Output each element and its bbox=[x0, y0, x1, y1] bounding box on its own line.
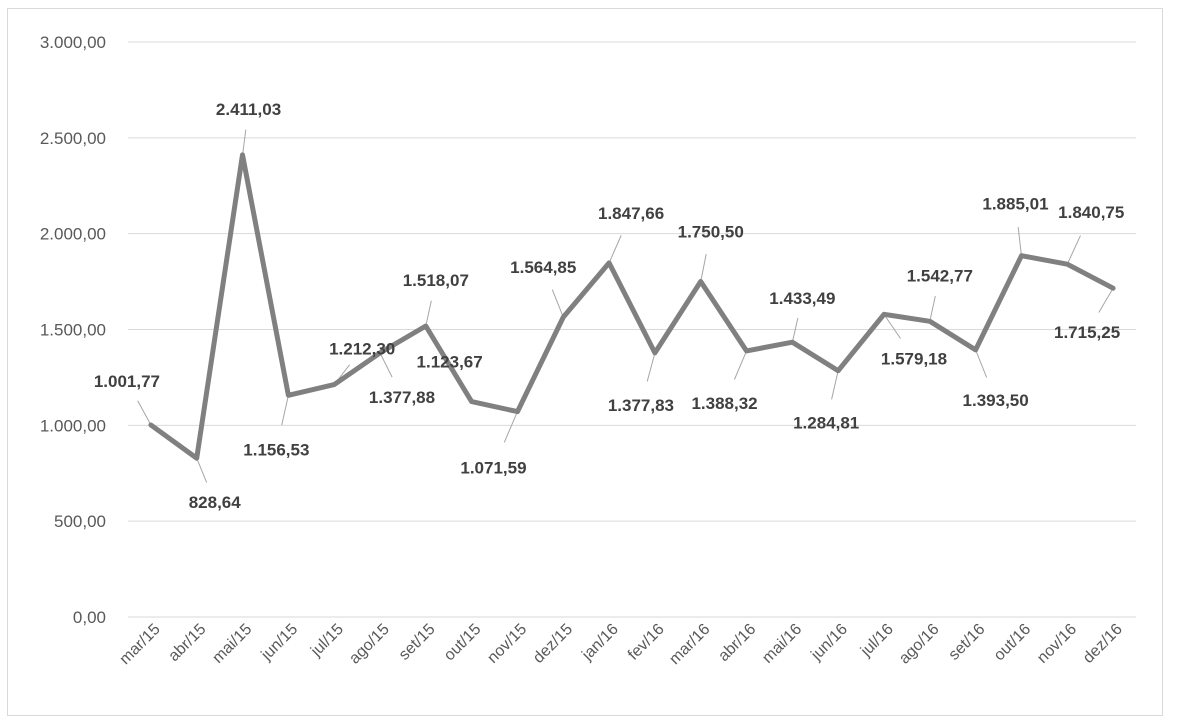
data-label: 1.377,88 bbox=[369, 388, 435, 407]
data-label: 1.123,67 bbox=[417, 353, 483, 372]
x-tick-label: mai/16 bbox=[759, 621, 805, 667]
label-leader bbox=[503, 411, 518, 443]
data-label: 1.542,77 bbox=[907, 266, 973, 285]
x-tick-label: jun/15 bbox=[258, 621, 302, 665]
label-leader bbox=[425, 300, 432, 327]
label-leader-lines bbox=[137, 129, 1114, 483]
x-tick-label: set/15 bbox=[396, 621, 439, 664]
y-tick-label: 2.500,00 bbox=[40, 129, 106, 148]
x-tick-label: abr/16 bbox=[715, 621, 759, 665]
x-tick-label: ago/15 bbox=[346, 621, 393, 668]
x-tick-label: mar/16 bbox=[666, 621, 713, 668]
x-tick-label: dez/16 bbox=[1080, 621, 1126, 667]
label-leader bbox=[242, 129, 247, 155]
x-tick-label: ago/16 bbox=[896, 621, 943, 668]
x-tick-label: jul/15 bbox=[307, 621, 347, 661]
data-label: 1.388,32 bbox=[691, 394, 757, 413]
series-line bbox=[148, 152, 1116, 461]
data-label: 2.411,03 bbox=[216, 100, 281, 119]
x-tick-label: abr/15 bbox=[165, 621, 209, 665]
y-tick-label: 1.000,00 bbox=[40, 416, 106, 435]
y-tick-label: 1.500,00 bbox=[40, 321, 106, 340]
data-label: 1.393,50 bbox=[963, 391, 1029, 410]
label-leader bbox=[196, 457, 208, 483]
label-leader bbox=[1098, 287, 1114, 313]
label-leader bbox=[831, 370, 839, 400]
label-leader bbox=[137, 400, 152, 426]
label-leader bbox=[883, 314, 901, 339]
x-tick-label: mai/15 bbox=[209, 621, 255, 667]
x-axis-ticks: mar/15 abr/15 mai/15 jun/15 jul/15 ago/15 set/… bbox=[117, 621, 1126, 668]
chart-frame bbox=[7, 8, 1163, 716]
x-tick-label: jul/16 bbox=[857, 621, 897, 661]
data-label: 1.433,49 bbox=[769, 289, 835, 308]
x-tick-label: set/16 bbox=[946, 621, 989, 664]
x-tick-label: fev/16 bbox=[625, 621, 668, 664]
x-tick-label: out/15 bbox=[441, 621, 485, 665]
y-tick-label: 2.000,00 bbox=[40, 225, 106, 244]
x-tick-label: dez/15 bbox=[530, 621, 576, 667]
x-tick-label: nov/16 bbox=[1034, 621, 1080, 667]
data-label: 1.518,07 bbox=[403, 271, 469, 290]
x-tick-label: out/16 bbox=[991, 621, 1035, 665]
label-leader bbox=[700, 253, 707, 282]
x-tick-label: nov/15 bbox=[484, 621, 530, 667]
y-axis-ticks: 0,00 500,00 1.000,00 1.500,00 2.000,00 2.500,… bbox=[40, 33, 106, 627]
data-label: 1.847,66 bbox=[598, 204, 664, 223]
data-label: 1.579,18 bbox=[881, 349, 947, 368]
data-label: 1.156,53 bbox=[243, 440, 309, 459]
data-label: 1.840,75 bbox=[1058, 203, 1124, 222]
label-leader bbox=[975, 349, 988, 378]
label-leader bbox=[1017, 227, 1022, 256]
data-label: 828,64 bbox=[189, 493, 242, 512]
data-label: 1.071,59 bbox=[460, 459, 526, 478]
data-label: 1.750,50 bbox=[678, 222, 744, 241]
label-leader bbox=[281, 395, 289, 426]
data-labels: 1.001,77 828,64 2.411,03 1.156,53 1.212,30 1.… bbox=[94, 100, 1125, 512]
y-tick-label: 0,00 bbox=[73, 608, 106, 627]
label-leader bbox=[646, 352, 656, 382]
y-tick-label: 3.000,00 bbox=[40, 33, 106, 52]
x-tick-label: mar/15 bbox=[117, 621, 164, 668]
data-label: 1.284,81 bbox=[793, 414, 859, 433]
label-leader bbox=[608, 235, 622, 264]
x-tick-label: jan/16 bbox=[578, 621, 622, 665]
data-label: 1.001,77 bbox=[94, 372, 160, 391]
y-tick-label: 500,00 bbox=[54, 512, 106, 531]
label-leader bbox=[791, 317, 799, 343]
data-label: 1.715,25 bbox=[1054, 323, 1120, 342]
label-leader bbox=[733, 350, 748, 380]
x-tick-label: jun/16 bbox=[807, 621, 851, 665]
label-leader bbox=[929, 295, 936, 322]
data-label: 1.564,85 bbox=[510, 258, 576, 277]
data-label: 1.377,83 bbox=[608, 396, 674, 415]
label-leader bbox=[1066, 235, 1081, 265]
gridlines bbox=[128, 41, 1136, 618]
label-leader bbox=[551, 289, 564, 318]
label-leader bbox=[379, 352, 393, 378]
data-label: 1.885,01 bbox=[982, 195, 1048, 214]
data-label: 1.212,30 bbox=[329, 340, 395, 359]
